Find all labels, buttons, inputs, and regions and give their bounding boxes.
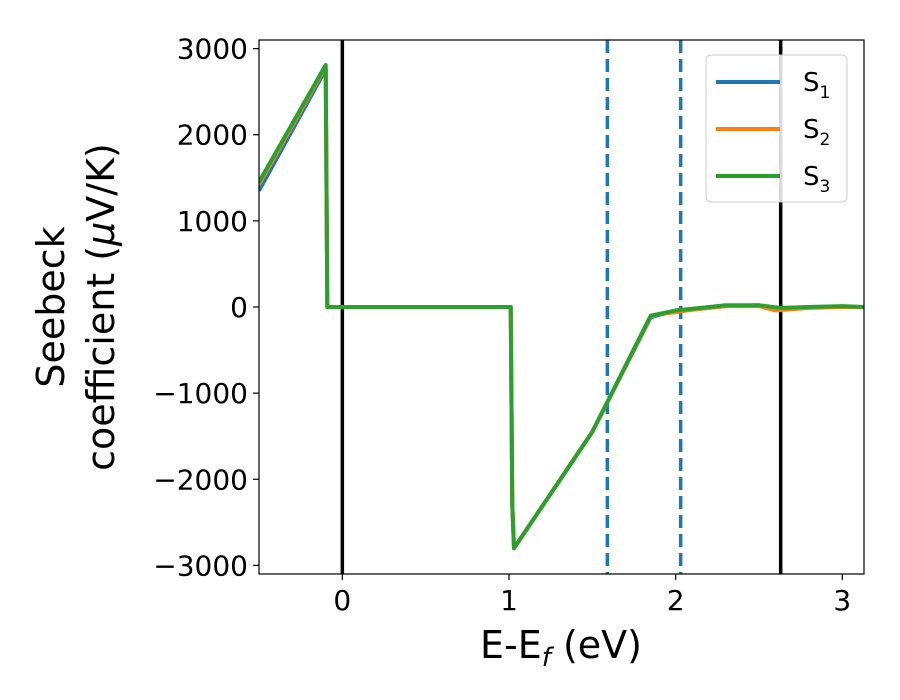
x-axis-ticks: 0 1 2 3 [333,574,851,617]
y-axis-ticks: 3000 2000 1000 0 −1000 −2000 −3000 [153,33,259,582]
y-tick-label: 0 [230,291,248,324]
y-tick-label: 1000 [177,205,248,238]
y-tick-label: −2000 [153,463,248,496]
x-tick-label: 0 [333,584,351,617]
y-axis-title-line1: Seebeck [29,226,73,387]
legend-label-s2: S2 [803,115,830,150]
y-tick-label: 2000 [177,119,248,152]
legend-label-s1: S1 [803,68,830,103]
series-lines [259,63,864,551]
x-tick-label: 3 [833,584,851,617]
y-axis-title-line2: coefficient (μV/K) [79,143,123,471]
series-line-s3 [259,63,864,551]
x-axis-title: E-Ef (eV) [480,623,642,673]
y-tick-label: −3000 [153,549,248,582]
y-tick-label: −1000 [153,377,248,410]
legend: S1 S2 S3 [705,54,848,203]
x-tick-label: 1 [500,584,518,617]
y-tick-label: 3000 [177,33,248,66]
x-tick-label: 2 [667,584,685,617]
legend-label-s3: S3 [803,162,830,197]
